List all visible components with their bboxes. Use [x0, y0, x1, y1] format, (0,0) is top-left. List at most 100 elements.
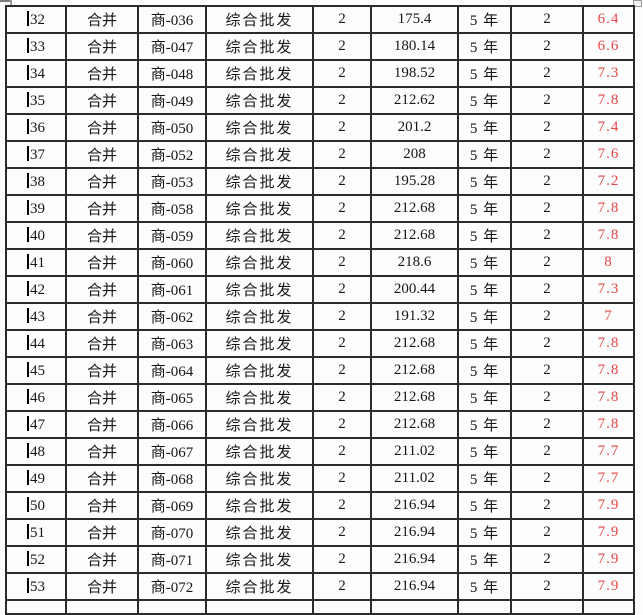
cell-count[interactable]: 2 [510, 113, 584, 142]
cell-count[interactable]: 2 [510, 167, 584, 196]
cell-merge-status[interactable]: 合并 [65, 275, 139, 304]
cell-category[interactable]: 综合批发 [205, 275, 314, 304]
cell-quantity[interactable]: 2 [312, 140, 372, 169]
cell-category[interactable]: 综合批发 [205, 5, 314, 34]
cell-merge-status[interactable]: 合并 [65, 167, 139, 196]
cell-amount[interactable]: 212.68 [370, 221, 459, 250]
cell-item-code[interactable]: 商-047 [137, 32, 207, 61]
cell-row-number[interactable]: 45 [5, 356, 67, 385]
cell-term[interactable]: 5 年 [457, 383, 512, 412]
cell-quantity[interactable]: 2 [312, 518, 372, 547]
cell-quantity[interactable]: 2 [312, 437, 372, 466]
cell-row-number[interactable]: 42 [5, 275, 67, 304]
cell-merge-status[interactable]: 合并 [65, 302, 139, 331]
cell-merge-status[interactable]: 合并 [65, 410, 139, 439]
cell-amount[interactable]: 216.94 [370, 491, 459, 520]
cell-item-code[interactable]: 商-062 [137, 302, 207, 331]
cell-row-number[interactable]: 49 [5, 464, 67, 493]
cell-count[interactable]: 2 [510, 5, 584, 34]
cell-term[interactable]: 5 年 [457, 545, 512, 574]
cell-term[interactable]: 5 年 [457, 221, 512, 250]
cell-amount[interactable]: 216.94 [370, 545, 459, 574]
cell-term[interactable]: 5 年 [457, 86, 512, 115]
cell-merge-status[interactable]: 合并 [65, 329, 139, 358]
cell-count[interactable]: 2 [510, 329, 584, 358]
cell-row-number[interactable]: 46 [5, 383, 67, 412]
cell-term[interactable]: 5 年 [457, 491, 512, 520]
cell-quantity[interactable]: 2 [312, 356, 372, 385]
cell-merge-status[interactable]: 合并 [65, 5, 139, 34]
cell-quantity[interactable]: 2 [312, 491, 372, 520]
cell-quantity[interactable]: 2 [312, 464, 372, 493]
cell-merge-status[interactable]: 合并 [65, 248, 139, 277]
cell-amount[interactable]: 212.68 [370, 383, 459, 412]
cell-row-number[interactable]: 38 [5, 167, 67, 196]
cell-item-code[interactable]: 商-053 [137, 167, 207, 196]
cell-category[interactable]: 综合批发 [205, 410, 314, 439]
cell-count[interactable]: 2 [510, 437, 584, 466]
cell-row-number[interactable]: 37 [5, 140, 67, 169]
cell-item-code[interactable]: 商-036 [137, 5, 207, 34]
cell-rate[interactable]: 7.9 [582, 572, 635, 601]
cell-count[interactable]: 2 [510, 86, 584, 115]
cell-rate[interactable]: 7.8 [582, 356, 635, 385]
cell-item-code[interactable]: 商-050 [137, 113, 207, 142]
cell-rate[interactable]: 7.8 [582, 194, 635, 223]
cell-merge-status[interactable]: 合并 [65, 86, 139, 115]
cell-item-code[interactable]: 商-049 [137, 86, 207, 115]
cell-term[interactable]: 5 年 [457, 356, 512, 385]
cell-quantity[interactable]: 2 [312, 32, 372, 61]
cell-term[interactable]: 5 年 [457, 410, 512, 439]
cell-item-code[interactable]: 商-048 [137, 59, 207, 88]
cell-count[interactable]: 2 [510, 32, 584, 61]
cell-item-code[interactable]: 商-060 [137, 248, 207, 277]
cell-quantity[interactable]: 2 [312, 113, 372, 142]
cell-row-number[interactable]: 39 [5, 194, 67, 223]
cell-merge-status[interactable]: 合并 [65, 113, 139, 142]
cell-amount[interactable]: 212.68 [370, 194, 459, 223]
cell-count[interactable]: 2 [510, 464, 584, 493]
cell-amount[interactable]: 212.68 [370, 410, 459, 439]
cell-amount[interactable]: 216.94 [370, 518, 459, 547]
cell-row-number[interactable]: 51 [5, 518, 67, 547]
cell-rate[interactable]: 7.8 [582, 86, 635, 115]
cell-row-number[interactable]: 36 [5, 113, 67, 142]
cell-amount[interactable]: 200.44 [370, 275, 459, 304]
cell-rate[interactable]: 7.8 [582, 329, 635, 358]
cell-category[interactable]: 综合批发 [205, 221, 314, 250]
cell-category[interactable]: 综合批发 [205, 86, 314, 115]
cell-category[interactable]: 综合批发 [205, 437, 314, 466]
cell-category[interactable]: 综合批发 [205, 491, 314, 520]
cell-quantity[interactable]: 2 [312, 5, 372, 34]
cell-category[interactable]: 综合批发 [205, 248, 314, 277]
cell-rate[interactable]: 7.6 [582, 140, 635, 169]
cell-rate[interactable]: 7.7 [582, 437, 635, 466]
cell-row-number[interactable]: 40 [5, 221, 67, 250]
cell-item-code[interactable]: 商-052 [137, 140, 207, 169]
cell-quantity[interactable]: 2 [312, 248, 372, 277]
cell-quantity[interactable]: 2 [312, 545, 372, 574]
cell-merge-status[interactable]: 合并 [65, 356, 139, 385]
cell-count[interactable]: 2 [510, 248, 584, 277]
cell-item-code[interactable]: 商-070 [137, 518, 207, 547]
cell-term[interactable]: 5 年 [457, 32, 512, 61]
cell-row-number[interactable]: 33 [5, 32, 67, 61]
cell-amount[interactable]: 191.32 [370, 302, 459, 331]
cell-quantity[interactable]: 2 [312, 221, 372, 250]
cell-amount[interactable]: 195.28 [370, 167, 459, 196]
cell-rate[interactable]: 6.6 [582, 32, 635, 61]
cell-merge-status[interactable]: 合并 [65, 140, 139, 169]
cell-term[interactable]: 5 年 [457, 113, 512, 142]
cell-row-number[interactable]: 52 [5, 545, 67, 574]
cell-rate[interactable]: 7.2 [582, 167, 635, 196]
cell-term[interactable]: 5 年 [457, 275, 512, 304]
cell-category[interactable]: 综合批发 [205, 59, 314, 88]
cell-term[interactable]: 5 年 [457, 167, 512, 196]
cell-category[interactable]: 综合批发 [205, 167, 314, 196]
cell-term[interactable]: 5 年 [457, 5, 512, 34]
cell-quantity[interactable]: 2 [312, 410, 372, 439]
cell-item-code[interactable]: 商-068 [137, 464, 207, 493]
cell-quantity[interactable]: 2 [312, 302, 372, 331]
cell-row-number[interactable]: 35 [5, 86, 67, 115]
cell-item-code[interactable]: 商-059 [137, 221, 207, 250]
